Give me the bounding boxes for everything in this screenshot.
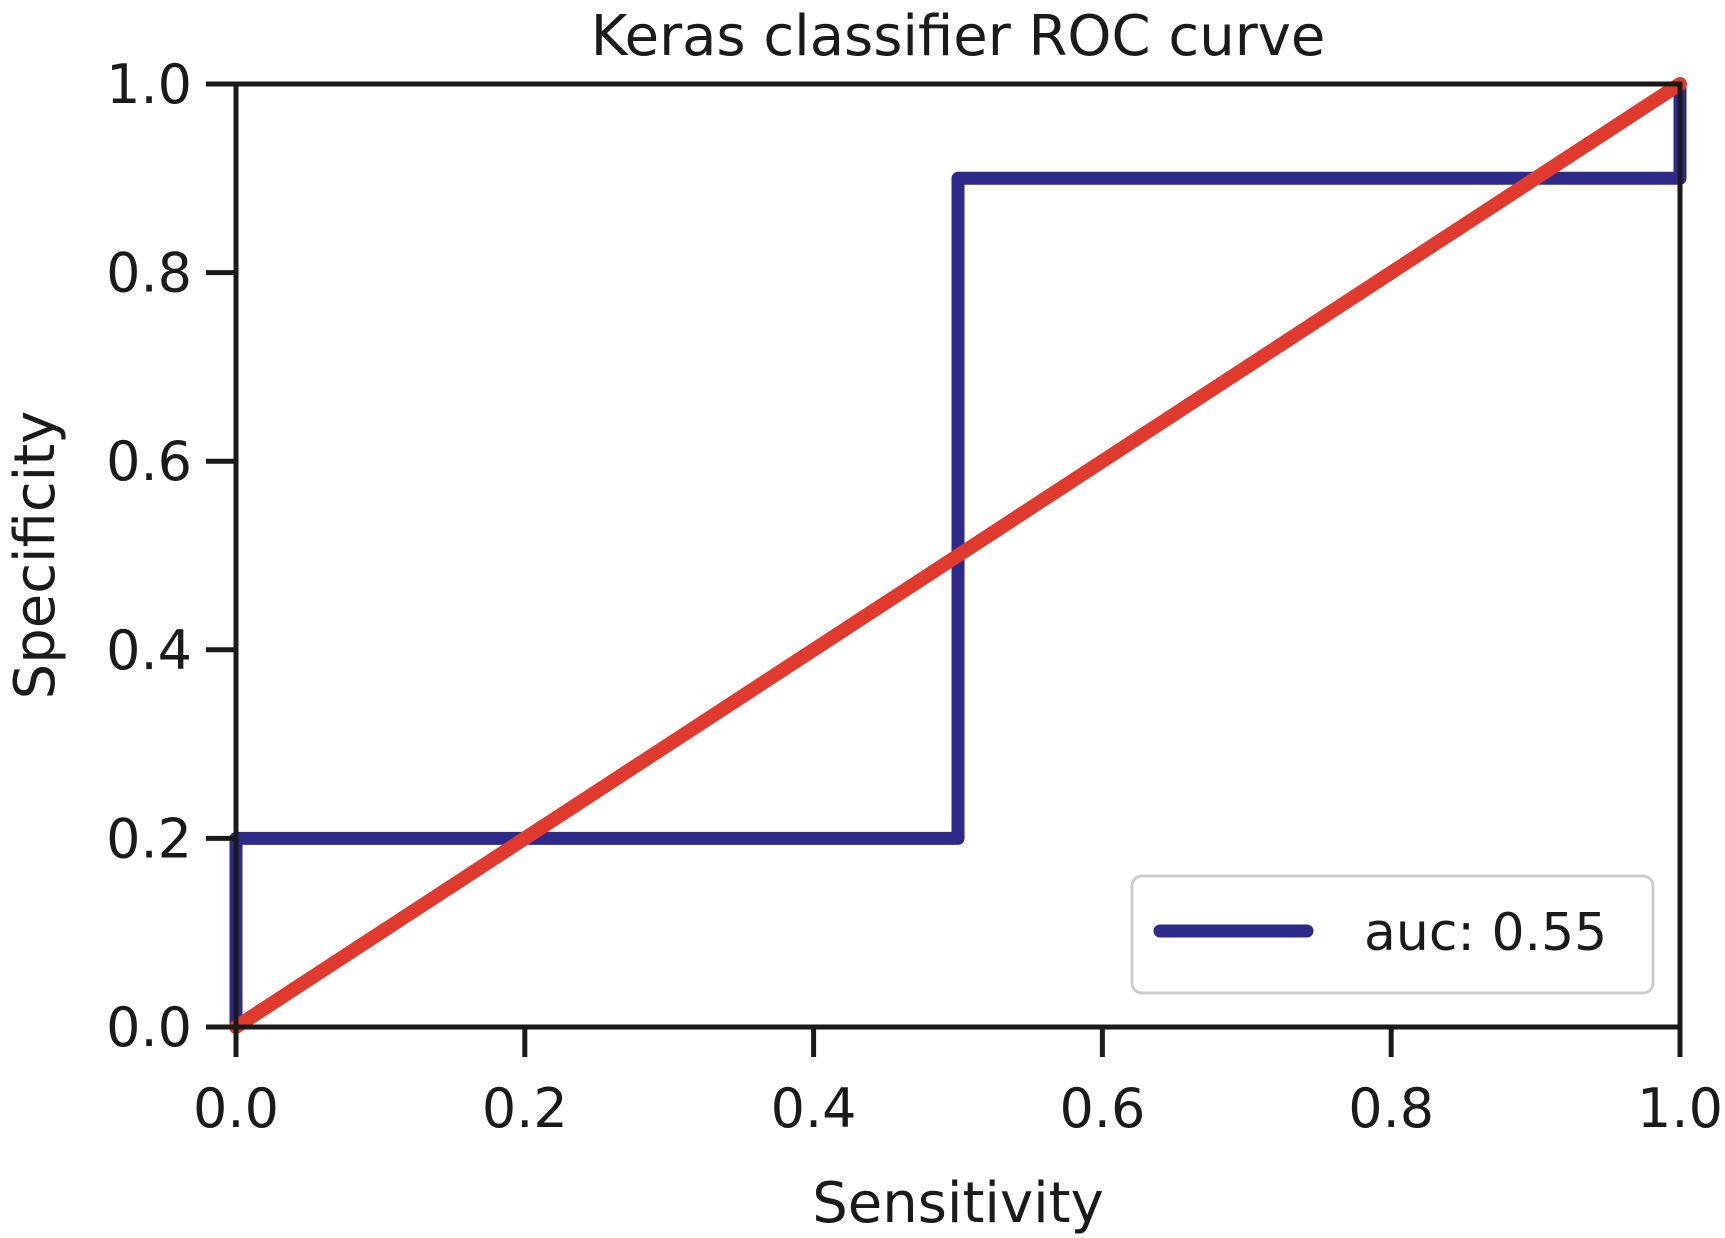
legend: auc: 0.55 bbox=[1130, 874, 1655, 995]
x-tick-label: 0.6 bbox=[1059, 1077, 1145, 1140]
y-axis-ticks: 0.0 0.2 0.4 0.6 0.8 1.0 bbox=[106, 53, 236, 1059]
x-tick-label: 1.0 bbox=[1637, 1077, 1723, 1140]
chart-title: Keras classifier ROC curve bbox=[591, 4, 1326, 69]
y-tick-label: 0.6 bbox=[106, 430, 192, 493]
x-tick-label: 0.4 bbox=[771, 1077, 857, 1140]
legend-box bbox=[1130, 874, 1655, 995]
y-axis-label: Specificity bbox=[3, 411, 68, 700]
chance-diagonal-line bbox=[229, 77, 1687, 1034]
y-tick-label: 0.4 bbox=[106, 619, 192, 682]
y-tick-label: 1.0 bbox=[106, 53, 192, 116]
y-tick-label: 0.0 bbox=[106, 996, 192, 1059]
x-tick-label: 0.8 bbox=[1348, 1077, 1434, 1140]
legend-label: auc: 0.55 bbox=[1364, 903, 1607, 963]
x-axis-label: Sensitivity bbox=[812, 1171, 1104, 1236]
y-tick-label: 0.8 bbox=[106, 242, 192, 305]
x-tick-label: 0.2 bbox=[482, 1077, 568, 1140]
plot-frame bbox=[233, 81, 1683, 1030]
x-axis-ticks: 0.0 0.2 0.4 0.6 0.8 1.0 bbox=[193, 1027, 1723, 1140]
x-tick-label: 0.0 bbox=[193, 1077, 279, 1140]
y-tick-label: 0.2 bbox=[106, 807, 192, 870]
